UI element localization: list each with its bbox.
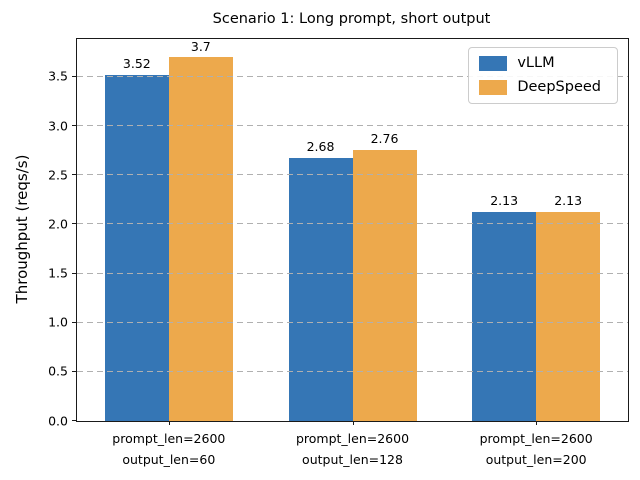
x-tick-label: prompt_len=2600 output_len=60 bbox=[112, 431, 226, 468]
y-tick-0.0 bbox=[72, 420, 76, 421]
bar-vllm-3 bbox=[472, 211, 537, 421]
y-tick-label: 0.0 bbox=[48, 412, 68, 428]
legend-swatch-icon bbox=[479, 56, 508, 71]
y-tick-3.0 bbox=[72, 125, 76, 127]
y-tick-1.0 bbox=[72, 321, 76, 323]
bar-vllm-2 bbox=[288, 157, 353, 421]
bar-value-label: 3.7 bbox=[190, 38, 211, 54]
chart-title: Scenario 1: Long prompt, short output bbox=[212, 11, 491, 27]
x-tick-label: prompt_len=2600 output_len=200 bbox=[479, 431, 593, 468]
y-tick-1.5 bbox=[72, 272, 76, 274]
y-tick-0.5 bbox=[72, 370, 76, 372]
x-tick bbox=[352, 421, 354, 425]
bar-vllm-1 bbox=[104, 74, 169, 421]
x-tick-label: prompt_len=2600 output_len=128 bbox=[295, 431, 410, 468]
legend: vLLM DeepSpeed bbox=[468, 47, 618, 104]
gridline-1.0 bbox=[77, 321, 628, 323]
gridline-2.5 bbox=[77, 174, 628, 176]
bar-deepspeed-2 bbox=[352, 149, 417, 421]
legend-label: DeepSpeed bbox=[517, 79, 601, 96]
y-tick-label: 3.5 bbox=[48, 68, 68, 84]
y-axis-label: Throughput (reqs/s) bbox=[13, 154, 31, 304]
gridline-1.5 bbox=[77, 272, 628, 274]
gridline-3.5 bbox=[77, 75, 628, 77]
bar-value-label: 2.13 bbox=[554, 193, 583, 209]
legend-swatch-icon bbox=[479, 80, 508, 95]
gridline-3.0 bbox=[77, 125, 628, 127]
bar-deepspeed-1 bbox=[168, 57, 233, 421]
y-tick-label: 0.5 bbox=[48, 363, 68, 379]
gridline-2.0 bbox=[77, 223, 628, 225]
y-tick-label: 2.0 bbox=[48, 216, 68, 232]
bar-value-label: 3.52 bbox=[122, 56, 151, 72]
x-tick bbox=[536, 421, 538, 425]
bar-value-label: 2.13 bbox=[490, 193, 519, 209]
legend-entry-deepspeed: DeepSpeed bbox=[479, 80, 607, 95]
y-tick-label: 1.0 bbox=[48, 314, 68, 330]
y-tick-2.5 bbox=[72, 174, 76, 176]
y-tick-label: 3.0 bbox=[48, 117, 68, 133]
y-tick-label: 1.5 bbox=[48, 265, 68, 281]
bar-value-label: 2.76 bbox=[370, 131, 399, 147]
legend-entry-vllm: vLLM bbox=[479, 56, 607, 71]
y-tick-3.5 bbox=[72, 75, 76, 77]
bar-value-label: 2.68 bbox=[306, 139, 335, 155]
y-tick-2.0 bbox=[72, 223, 76, 225]
gridline-0.5 bbox=[77, 370, 628, 372]
x-tick bbox=[168, 421, 170, 425]
legend-label: vLLM bbox=[517, 55, 555, 72]
y-tick-label: 2.5 bbox=[48, 167, 68, 182]
bar-deepspeed-3 bbox=[536, 211, 601, 421]
plot-area: vLLM DeepSpeed 0.0 0.5 1.0 1.5 2.0 2.5 3.0 3.5 pr… bbox=[48, 38, 629, 467]
